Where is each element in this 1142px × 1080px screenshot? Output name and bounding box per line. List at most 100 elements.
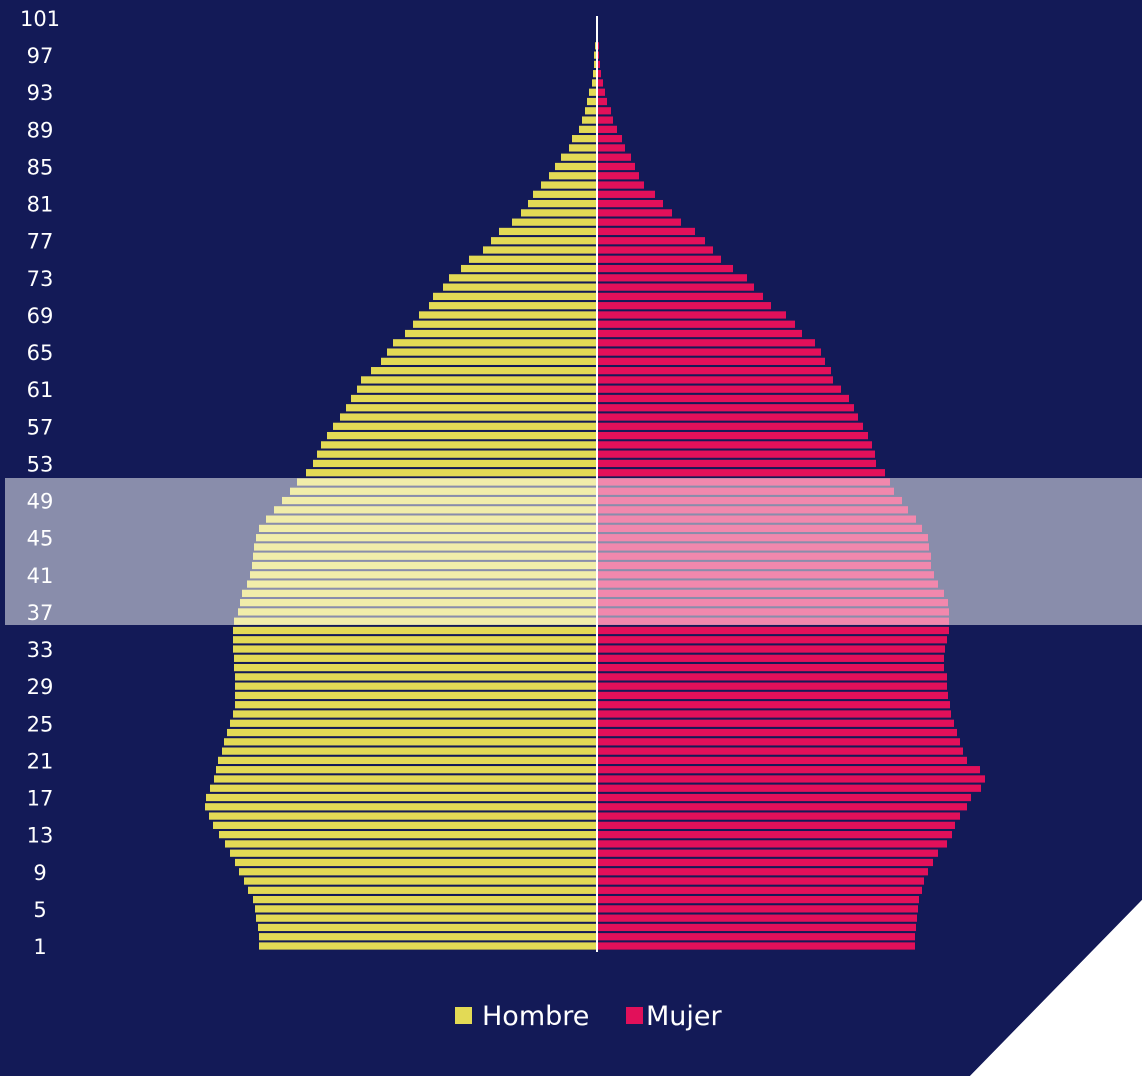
bar-mujer-age-58: [597, 413, 858, 421]
bar-hombre-age-81: [528, 199, 597, 208]
bar-hombre-age-73: [449, 274, 597, 282]
bar-mujer-age-8: [597, 877, 924, 885]
bar-hombre-age-84: [549, 172, 597, 180]
bar-hombre-age-11: [230, 849, 597, 857]
tick-label-57: 57: [27, 415, 54, 439]
legend: Hombre Mujer: [455, 1001, 723, 1032]
bar-mujer-age-9: [597, 868, 928, 876]
bar-mujer-age-52: [597, 469, 885, 477]
bar-mujer-age-57: [597, 422, 863, 430]
bar-hombre-age-8: [244, 877, 597, 885]
corner-cut-shape: [970, 900, 1142, 1076]
bar-hombre-age-66: [393, 339, 597, 347]
bar-mujer-age-77: [597, 237, 705, 245]
bar-mujer-age-18: [597, 784, 981, 792]
bar-mujer-age-80: [597, 209, 672, 217]
bar-mujer-age-66: [597, 339, 815, 347]
bar-hombre-age-23: [224, 738, 597, 746]
tick-label-33: 33: [27, 638, 54, 662]
bar-mujer-age-35: [597, 626, 949, 635]
bar-mujer-age-31: [597, 663, 944, 672]
bar-hombre-age-2: [259, 933, 597, 941]
bar-mujer-age-96: [597, 60, 600, 69]
bar-hombre-age-71: [433, 292, 597, 301]
bar-hombre-age-67: [405, 329, 597, 338]
bar-mujer-age-29: [597, 682, 947, 690]
tick-label-25: 25: [27, 712, 54, 736]
bar-mujer-age-86: [597, 153, 631, 161]
bar-mujer-age-92: [597, 97, 607, 106]
bar-hombre-age-90: [582, 116, 597, 124]
bar-mujer-age-91: [597, 107, 611, 115]
bar-hombre-age-92: [587, 97, 597, 106]
tick-label-21: 21: [27, 749, 54, 773]
tick-label-29: 29: [27, 675, 54, 699]
tick-label-61: 61: [27, 378, 54, 402]
bar-hombre-age-97: [594, 51, 597, 59]
bar-hombre-age-9: [239, 868, 597, 876]
bar-hombre-age-54: [317, 450, 597, 458]
bar-hombre-age-28: [235, 691, 597, 700]
tick-label-81: 81: [27, 193, 54, 217]
bar-mujer-age-63: [597, 367, 831, 375]
bar-hombre-age-78: [499, 227, 597, 236]
bar-mujer-age-60: [597, 394, 849, 403]
bar-hombre-age-91: [585, 107, 597, 115]
bar-mujer-age-23: [597, 738, 960, 746]
bar-hombre-age-25: [230, 719, 597, 727]
bar-hombre-age-60: [351, 394, 597, 403]
bar-hombre-age-77: [491, 237, 597, 245]
bar-hombre-age-33: [233, 645, 597, 653]
bar-hombre-age-85: [555, 162, 597, 171]
bar-mujer-age-30: [597, 673, 947, 681]
bar-hombre-age-35: [233, 626, 597, 635]
bar-hombre-age-61: [357, 385, 597, 393]
bar-hombre-age-56: [327, 431, 597, 440]
tick-label-5: 5: [33, 898, 46, 922]
tick-label-73: 73: [27, 267, 54, 291]
bar-mujer-age-54: [597, 450, 875, 458]
legend-label-mujer: Mujer: [646, 1001, 723, 1032]
bar-hombre-age-95: [593, 70, 597, 78]
bar-mujer-age-73: [597, 274, 747, 282]
bar-hombre-age-32: [234, 654, 597, 662]
tick-label-69: 69: [27, 304, 54, 328]
bar-hombre-age-20: [216, 766, 597, 774]
bar-mujer-age-13: [597, 831, 952, 839]
bar-mujer-age-25: [597, 719, 954, 727]
bar-mujer-age-68: [597, 320, 795, 328]
bar-hombre-age-22: [222, 747, 597, 755]
bar-mujer-age-2: [597, 933, 915, 941]
bar-hombre-age-12: [225, 840, 597, 848]
bar-mujer-age-61: [597, 385, 841, 393]
bar-hombre-age-64: [381, 357, 597, 365]
highlight-band: [5, 478, 1142, 625]
bar-hombre-age-15: [209, 812, 597, 820]
tick-label-89: 89: [27, 118, 54, 142]
tick-label-1: 1: [33, 935, 46, 959]
bar-hombre-age-72: [443, 283, 597, 291]
bar-mujer-age-87: [597, 144, 625, 152]
bar-mujer-age-55: [597, 441, 872, 449]
bar-mujer-age-89: [597, 125, 617, 133]
bar-hombre-age-53: [313, 459, 597, 468]
bar-hombre-age-18: [210, 784, 597, 792]
tick-label-49: 49: [27, 490, 54, 514]
bar-hombre-age-26: [233, 710, 597, 718]
bar-hombre-age-3: [258, 923, 597, 932]
bar-hombre-age-58: [340, 413, 597, 421]
bar-mujer-age-32: [597, 654, 944, 662]
bar-mujer-age-83: [597, 181, 644, 189]
bar-hombre-age-59: [346, 404, 597, 412]
tick-label-85: 85: [27, 155, 54, 179]
bar-hombre-age-7: [248, 886, 597, 894]
bar-mujer-age-28: [597, 691, 948, 700]
bar-mujer-age-3: [597, 923, 916, 932]
bar-mujer-age-81: [597, 199, 663, 208]
bar-mujer-age-26: [597, 710, 951, 718]
legend-label-hombre: Hombre: [482, 1001, 589, 1032]
bar-mujer-age-88: [597, 135, 622, 143]
bars-group: [205, 23, 985, 950]
bar-hombre-age-80: [521, 209, 597, 217]
